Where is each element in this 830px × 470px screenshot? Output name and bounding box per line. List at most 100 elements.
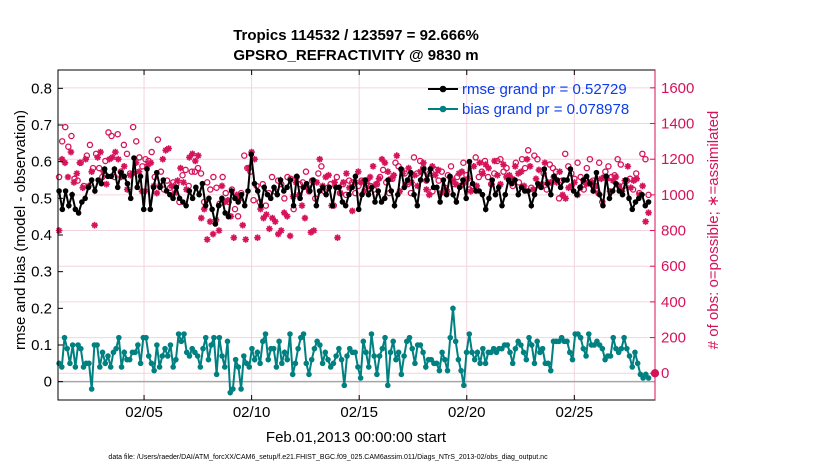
rmse-point-108: [408, 169, 414, 176]
rmse-point-145: [528, 202, 535, 209]
bias-point-150: [463, 349, 470, 356]
possible-point-58: [234, 213, 242, 220]
bias-point-133: [417, 342, 424, 348]
possible-point-189: [639, 150, 646, 158]
bias-point-110: [355, 364, 361, 370]
bias-point-23: [118, 364, 125, 370]
assimilated-point-88: [316, 155, 323, 163]
rmse-point-89: [346, 191, 352, 198]
assimilated-point-141: [473, 182, 480, 190]
rmse-point-123: [456, 184, 463, 191]
rmse-point-165: [593, 169, 600, 176]
assimilated-point-37: [165, 145, 172, 152]
x-tick-label-0: 02/05: [125, 404, 163, 421]
bias-point-171: [520, 349, 527, 356]
chart-title-line2: GPSRO_REFRACTIVITY @ 9830 m: [233, 47, 478, 64]
left-y-axis-label: rmse and bias (model - observation): [12, 110, 29, 350]
assimilated-point-107: [372, 180, 380, 188]
assimilated-point-91: [325, 171, 332, 179]
x-axis-label: Feb.01,2013 00:00:00 start: [266, 429, 447, 446]
bias-point-35: [151, 367, 157, 374]
rmse-point-149: [541, 166, 548, 172]
rmse-point-161: [580, 177, 587, 183]
rmse-point-49: [215, 202, 222, 209]
possible-point-152: [524, 147, 532, 154]
assimilated-point-194: [630, 177, 637, 184]
rmse-point-66: [271, 184, 277, 191]
bias-point-124: [393, 356, 399, 363]
rmse-point-21: [124, 180, 131, 187]
legend-marker-1: [439, 105, 447, 113]
assimilated-point-2: [61, 159, 69, 167]
assimilated-point-126: [429, 163, 436, 170]
bias-point-45: [178, 338, 185, 345]
rmse-point-160: [577, 184, 583, 191]
rmse-point-173: [619, 191, 626, 198]
bias-point-32: [143, 334, 149, 341]
possible-point-30: [148, 148, 155, 156]
assimilated-point-27: [135, 168, 143, 175]
bias-point-217: [645, 375, 652, 381]
bias-point-192: [577, 334, 584, 341]
assimilated-point-72: [269, 214, 276, 222]
rmse-point-117: [437, 199, 443, 205]
assimilated-point-18: [109, 154, 116, 161]
rmse-point-136: [499, 202, 505, 209]
rmse-point-58: [245, 188, 251, 194]
rmse-point-129: [476, 188, 482, 194]
assimilated-point-98: [346, 184, 353, 191]
assimilated-point-111: [384, 168, 392, 175]
assimilated-point-125: [426, 191, 433, 199]
assimilated-point-9: [82, 155, 89, 163]
rmse-point-104: [394, 191, 401, 198]
rmse-point-73: [294, 173, 300, 180]
rmse-point-99: [378, 199, 385, 205]
possible-point-172: [586, 155, 594, 163]
rmse-point-34: [167, 191, 173, 198]
rmse-point-22: [127, 195, 134, 202]
left-y-tick-label-1: 0.1: [31, 337, 52, 354]
bias-point-64: [230, 386, 236, 392]
possible-point-22: [123, 150, 131, 158]
assimilated-point-121: [414, 182, 421, 190]
assimilated-point-102: [357, 179, 365, 186]
assimilated-point-12: [91, 221, 98, 229]
rmse-point-121: [450, 191, 456, 198]
rmse-point-163: [587, 180, 593, 187]
assimilated-point-71: [266, 225, 273, 233]
possible-point-17: [108, 132, 115, 140]
bias-point-118: [376, 353, 383, 359]
assimilated-point-7: [76, 159, 84, 167]
bias-point-94: [311, 345, 318, 352]
bias-point-157: [482, 360, 489, 367]
bias-point-120: [382, 334, 388, 341]
bias-point-210: [626, 353, 633, 359]
assimilated-point-145: [485, 164, 492, 172]
bias-point-18: [105, 353, 111, 359]
bias-point-195: [585, 331, 592, 337]
rmse-point-181: [645, 199, 652, 205]
rmse-point-103: [391, 202, 398, 209]
rmse-point-27: [144, 166, 150, 172]
rmse-point-110: [414, 202, 421, 209]
bias-point-34: [148, 360, 155, 367]
assimilated-point-150: [500, 161, 507, 168]
rmse-point-48: [212, 221, 219, 227]
rmse-point-78: [310, 177, 316, 183]
assimilated-point-120: [411, 171, 418, 179]
x-axis-ticks: 02/05 02/10 02/15 02/20 02/25: [125, 70, 593, 421]
left-y-axis-ticks: 0 0.1 0.2 0.3 0.4 0.5 0.6 0.7 0.8: [31, 80, 63, 391]
assimilated-point-43: [183, 186, 190, 193]
assimilated-point-172: [565, 184, 572, 191]
rmse-point-148: [538, 184, 544, 191]
chart-title-line1: Tropics 114532 / 123597 = 92.666%: [233, 27, 479, 44]
x-tick-label-1: 02/10: [233, 404, 271, 421]
rmse-point-144: [525, 188, 531, 194]
assimilated-point-137: [461, 179, 469, 186]
bias-point-141: [439, 349, 445, 356]
bias-point-1: [58, 364, 65, 370]
possible-point-136: [475, 173, 483, 181]
left-y-tick-label-5: 0.5: [31, 190, 52, 207]
rmse-point-24: [134, 184, 141, 191]
rmse-point-17: [111, 166, 118, 172]
